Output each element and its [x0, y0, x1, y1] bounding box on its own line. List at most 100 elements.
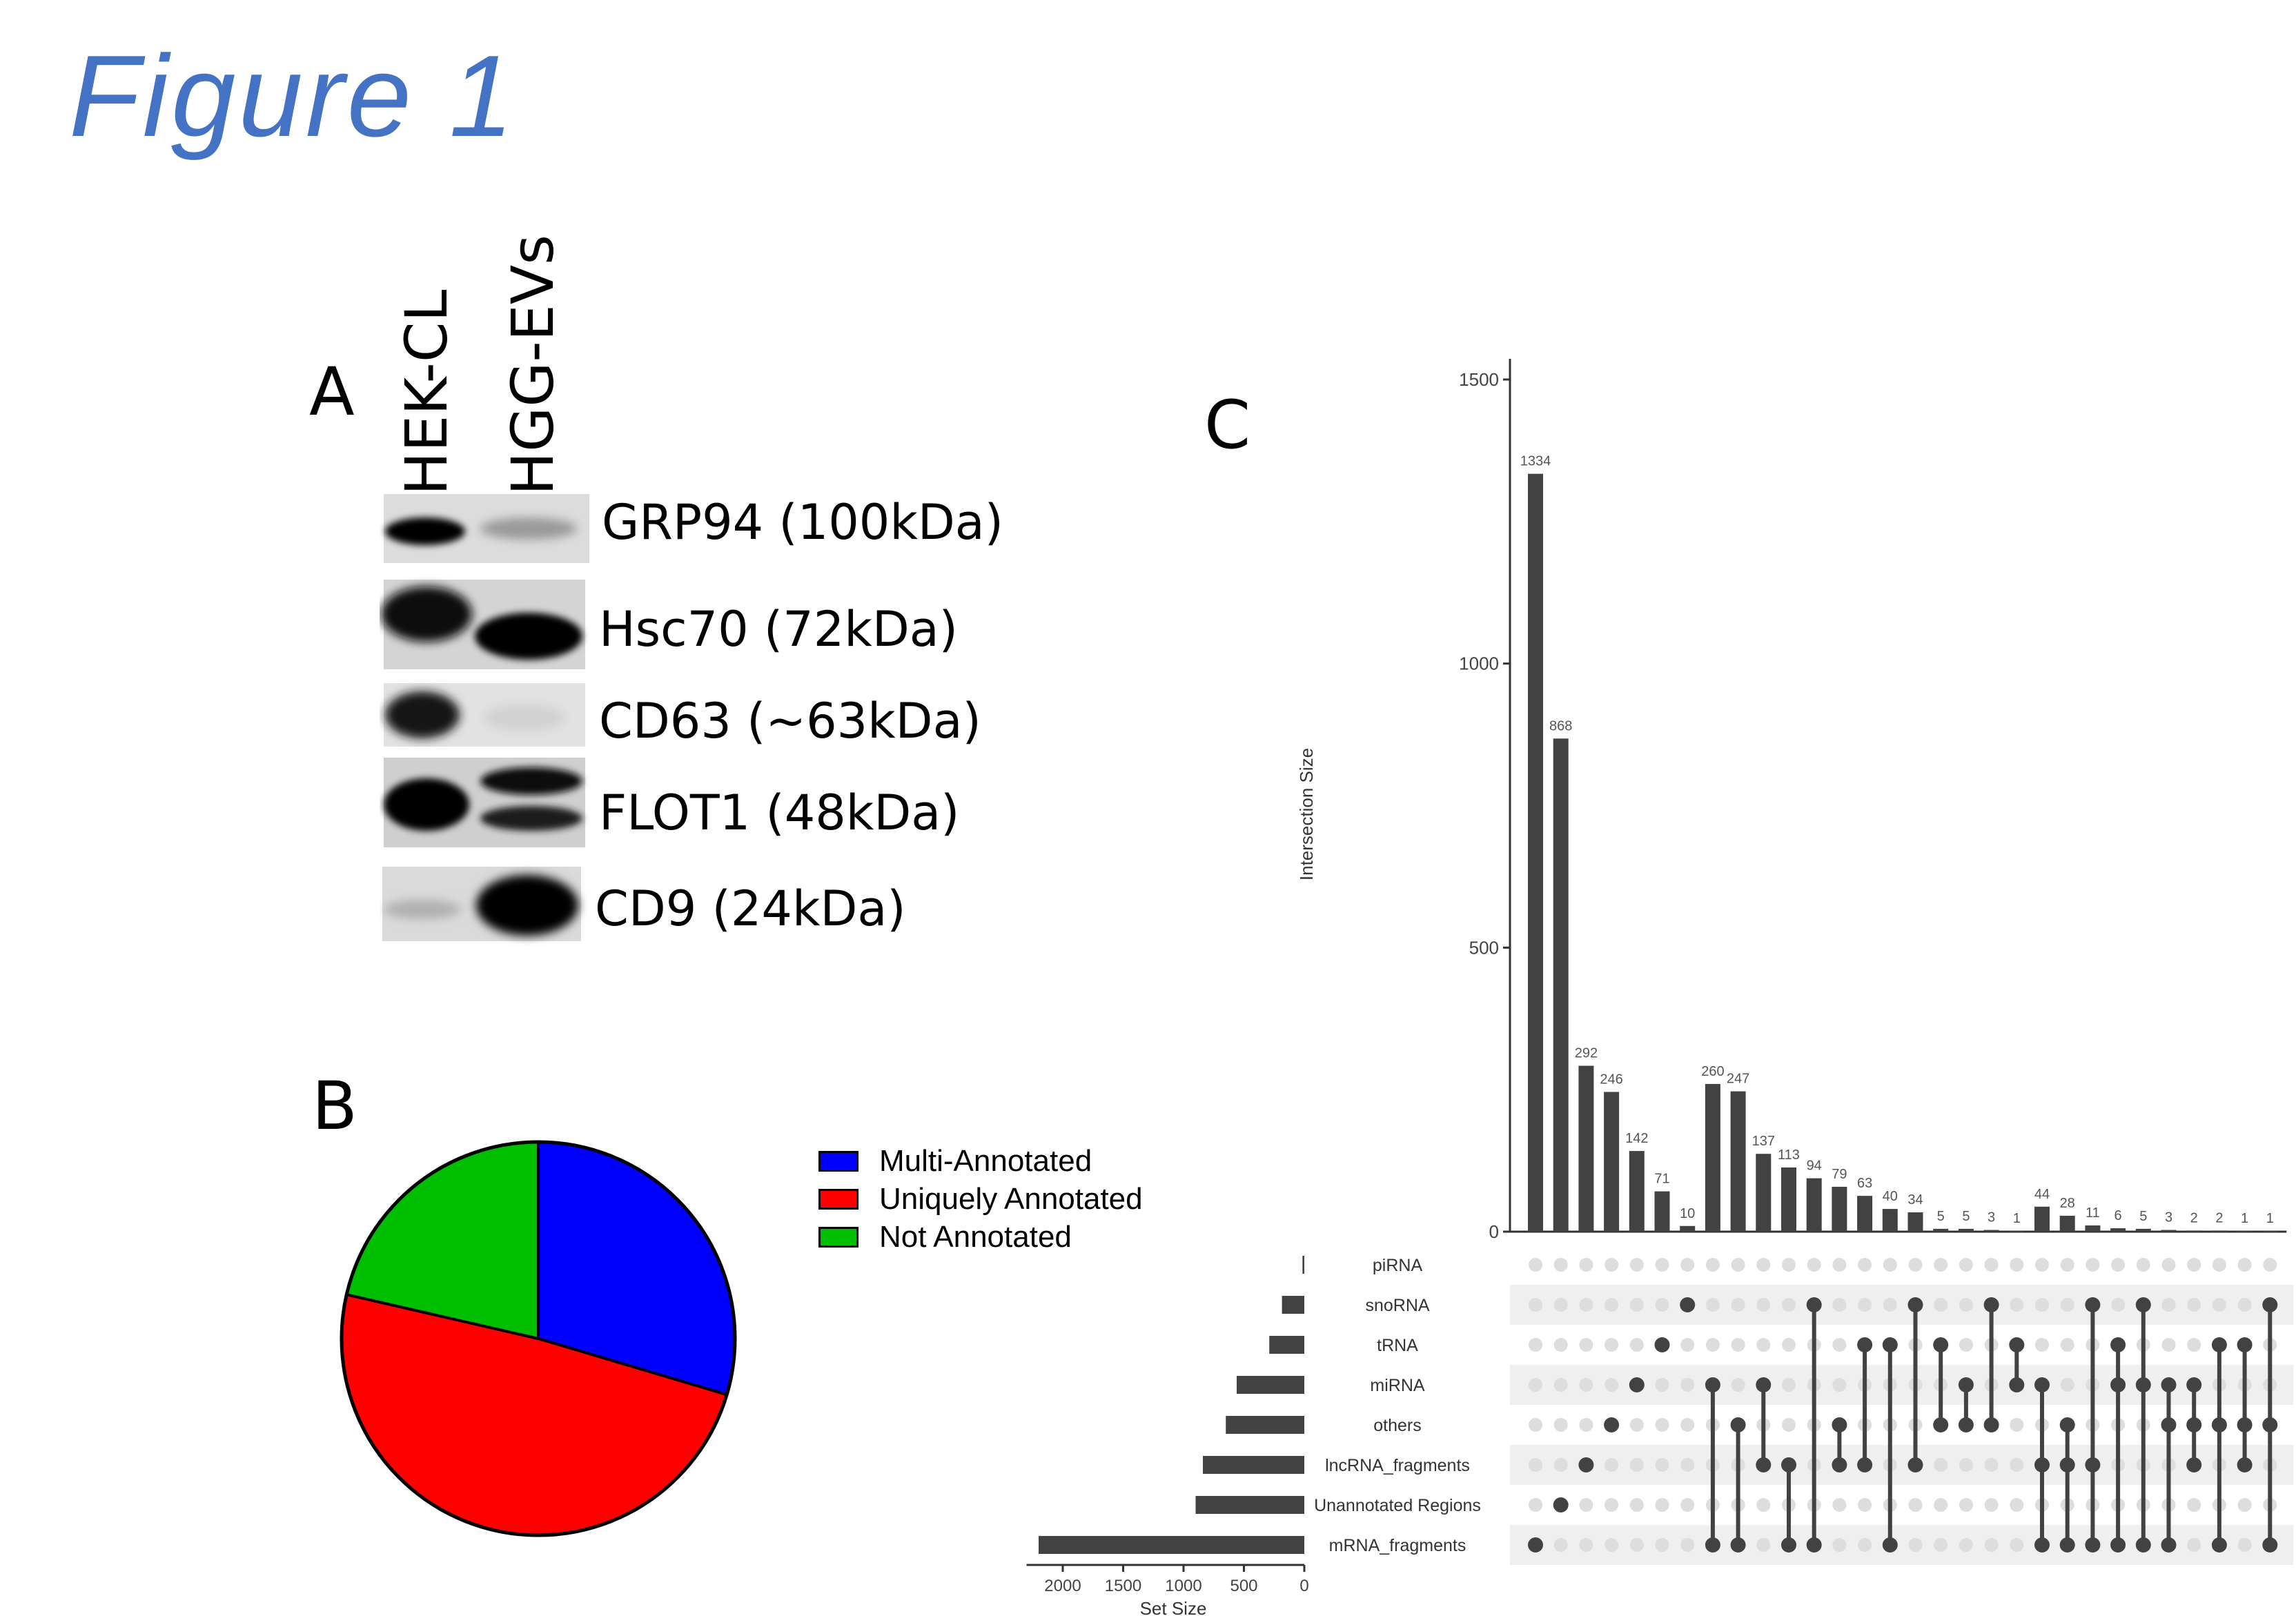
set-size-bar-others: [1226, 1416, 1304, 1434]
matrix-dot-inactive: [1579, 1378, 1593, 1392]
matrix-dot-active: [1857, 1337, 1873, 1352]
legend-swatch-uniquely-annotated: [818, 1189, 858, 1210]
intersection-size-axis-label: Intersection Size: [1296, 748, 1317, 880]
matrix-dot-active: [1907, 1457, 1923, 1472]
matrix-dot-inactive: [1858, 1298, 1872, 1312]
figure-title: Figure 1: [69, 31, 517, 161]
matrix-dot-inactive: [1655, 1418, 1669, 1432]
legend-label-uniquely-annotated: Uniquely Annotated: [879, 1182, 1143, 1216]
matrix-dot-inactive: [2111, 1258, 2126, 1272]
y-tick-label: 1000: [1459, 653, 1499, 674]
matrix-dot-inactive: [2187, 1258, 2201, 1272]
matrix-dot-active: [2085, 1537, 2101, 1553]
intersection-bar: [2085, 1225, 2101, 1232]
set-size-tick-label: 500: [1230, 1577, 1257, 1595]
bar-value-label: 63: [1857, 1176, 1872, 1191]
matrix-dot-active: [1857, 1457, 1873, 1472]
matrix-dot-inactive: [1529, 1378, 1542, 1392]
matrix-dot-inactive: [1529, 1258, 1542, 1272]
bar-value-label: 1: [2241, 1211, 2248, 1226]
bar-value-label: 113: [1778, 1147, 1800, 1163]
matrix-dot-inactive: [1680, 1418, 1695, 1432]
matrix-dot-inactive: [1858, 1538, 1872, 1552]
matrix-dot-active: [2262, 1297, 2278, 1312]
matrix-dot-inactive: [1629, 1418, 1644, 1432]
bar-value-label: 260: [1701, 1064, 1724, 1079]
matrix-dot-inactive: [2212, 1298, 2226, 1312]
band-label-grp94: GRP94 (100kDa): [602, 494, 1003, 551]
intersection-bar: [1882, 1209, 1898, 1232]
matrix-dot-inactive: [1756, 1298, 1771, 1312]
set-size-tick-label: 1500: [1105, 1577, 1141, 1595]
intersection-bar: [1832, 1186, 1847, 1232]
bar-value-label: 6: [2115, 1208, 2122, 1223]
matrix-dot-inactive: [2010, 1418, 2024, 1432]
y-tick-label: 1500: [1459, 369, 1499, 390]
matrix-dot-inactive: [1579, 1298, 1593, 1312]
matrix-dot-active: [2135, 1377, 2151, 1392]
bar-value-label: 247: [1727, 1072, 1749, 1087]
intersection-bar: [1730, 1091, 1746, 1232]
matrix-row-stripe: [1510, 1285, 2294, 1325]
matrix-dot-inactive: [1934, 1458, 1948, 1472]
matrix-dot-active: [2110, 1377, 2126, 1392]
matrix-dot-active: [2034, 1457, 2050, 1472]
matrix-dot-inactive: [1655, 1538, 1669, 1552]
matrix-dot-inactive: [1605, 1298, 1619, 1312]
matrix-dot-inactive: [1579, 1498, 1593, 1512]
matrix-dot-inactive: [1553, 1258, 1568, 1272]
matrix-dot-inactive: [1705, 1298, 1720, 1312]
matrix-dot-inactive: [1883, 1258, 1897, 1272]
matrix-dot-active: [1806, 1297, 1822, 1312]
bar-value-label: 1334: [1520, 454, 1551, 469]
bar-value-label: 10: [1680, 1206, 1695, 1221]
matrix-dot-active: [2034, 1377, 2050, 1392]
y-tick-label: 500: [1469, 937, 1499, 958]
matrix-dot-inactive: [1680, 1258, 1695, 1272]
matrix-dot-active: [2085, 1457, 2101, 1472]
blot-strip-grp94: [384, 494, 589, 563]
legend-item-uniquely-annotated: Uniquely Annotated: [818, 1182, 1143, 1216]
set-size-bar-unannotated-regions: [1195, 1496, 1304, 1514]
band-grp94-hek: [385, 518, 465, 545]
matrix-dot-active: [2237, 1417, 2253, 1432]
matrix-dot-active: [2161, 1537, 2177, 1553]
bar-value-label: 71: [1654, 1172, 1669, 1187]
set-label-mrna-fragments: mRNA_fragments: [1329, 1536, 1466, 1555]
matrix-dot-inactive: [1605, 1258, 1619, 1272]
matrix-dot-inactive: [1579, 1418, 1593, 1432]
matrix-dot-active: [1756, 1457, 1772, 1472]
matrix-dot-active: [2009, 1337, 2025, 1352]
matrix-dot-active: [1756, 1377, 1772, 1392]
band-cd63-hgg: [483, 704, 566, 731]
matrix-dot-active: [2085, 1297, 2101, 1312]
matrix-dot-inactive: [1629, 1458, 1644, 1472]
intersection-bar: [1680, 1225, 1696, 1232]
matrix-dot-active: [2161, 1377, 2177, 1392]
matrix-dot-inactive: [2161, 1258, 2176, 1272]
matrix-dot-inactive: [2035, 1258, 2049, 1272]
matrix-dot-inactive: [1579, 1338, 1593, 1352]
matrix-dot-inactive: [1934, 1298, 1948, 1312]
bar-value-label: 868: [1549, 718, 1572, 733]
matrix-dot-inactive: [1629, 1298, 1644, 1312]
bar-value-label: 28: [2060, 1196, 2075, 1211]
intersection-bar: [2186, 1230, 2202, 1232]
matrix-dot-active: [2186, 1377, 2202, 1392]
matrix-dot-active: [1781, 1457, 1796, 1472]
matrix-dot-inactive: [1883, 1298, 1897, 1312]
intersection-bar: [2211, 1230, 2227, 1232]
band-label-cd63: CD63 (~63kDa): [599, 693, 981, 749]
matrix-dot-active: [2059, 1457, 2075, 1472]
matrix-dot-inactive: [1680, 1538, 1695, 1552]
bar-value-label: 11: [2086, 1205, 2100, 1221]
matrix-dot-active: [2211, 1337, 2227, 1352]
matrix-dot-inactive: [1756, 1498, 1771, 1512]
legend-label-not-annotated: Not Annotated: [879, 1220, 1072, 1254]
band-flot1-hgg-upper: [480, 767, 582, 795]
set-size-bar-mrna-fragments: [1039, 1536, 1304, 1554]
set-size-tick-label: 2000: [1044, 1577, 1081, 1595]
matrix-dot-inactive: [2187, 1338, 2201, 1352]
matrix-dot-inactive: [2237, 1538, 2252, 1552]
